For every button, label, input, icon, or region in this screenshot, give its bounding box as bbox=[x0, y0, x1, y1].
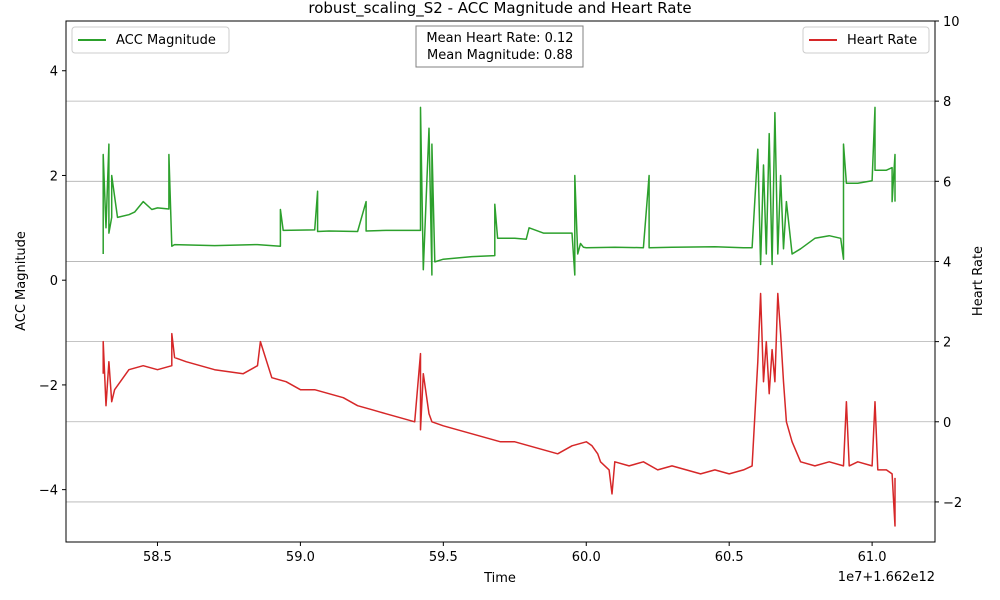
y-left-tick-label: 2 bbox=[50, 169, 58, 184]
y-right-tick-label: 8 bbox=[943, 95, 951, 110]
y-left-tick-label: 4 bbox=[50, 65, 58, 80]
x-tick-label: 58.5 bbox=[143, 550, 172, 565]
x-tick-label: 60.0 bbox=[572, 550, 601, 565]
y-right-tick-label: 0 bbox=[943, 416, 951, 431]
y-right-tick-label: 6 bbox=[943, 175, 951, 190]
legend-acc-box bbox=[71, 26, 230, 54]
x-axis-label: Time bbox=[483, 571, 516, 586]
x-tick-label: 59.0 bbox=[286, 550, 315, 565]
legend-hr-box bbox=[802, 26, 930, 54]
x-tick-label: 61.0 bbox=[858, 550, 887, 565]
legend-acc: ACC Magnitude bbox=[71, 26, 230, 54]
axes: 58.5 59.0 59.5 60.0 60.5 61.0 4 2 0 −2 −4 10 8 6 4 2 0 −2 bbox=[39, 15, 962, 565]
series-line-acc-magnitude bbox=[102, 106, 896, 276]
y-right-tick-label: 10 bbox=[943, 15, 960, 30]
series-line-heart-rate bbox=[102, 292, 896, 527]
y-left-tick-label: −2 bbox=[39, 379, 58, 394]
stats-annotation: Mean Heart Rate: 0.12 Mean Magnitude: 0.… bbox=[415, 25, 584, 68]
y-left-tick-label: −4 bbox=[39, 484, 58, 499]
grid-lines bbox=[66, 20, 935, 503]
stats-mean-magnitude: Mean Magnitude: 0.88 bbox=[427, 48, 573, 63]
legend-acc-label: ACC Magnitude bbox=[116, 33, 216, 48]
x-tick-label: 60.5 bbox=[715, 550, 744, 565]
y-right-tick-label: 2 bbox=[943, 336, 951, 351]
stats-mean-heart-rate: Mean Heart Rate: 0.12 bbox=[426, 31, 573, 46]
y-axis-label-right: Heart Rate bbox=[971, 246, 986, 316]
y-right-tick-label: −2 bbox=[943, 496, 962, 511]
legend-hr-label: Heart Rate bbox=[847, 33, 917, 48]
y-right-tick-label: 4 bbox=[943, 255, 951, 270]
x-offset-label: 1e7+1.662e12 bbox=[838, 570, 935, 585]
chart-title: robust_scaling_S2 - ACC Magnitude and He… bbox=[308, 0, 691, 18]
x-tick-label: 59.5 bbox=[429, 550, 458, 565]
stats-annotation-box bbox=[415, 25, 584, 68]
series-layer bbox=[102, 106, 896, 527]
plot-area-frame bbox=[65, 20, 936, 543]
y-axis-label-left: ACC Magnitude bbox=[14, 231, 29, 331]
legend-hr: Heart Rate bbox=[802, 26, 930, 54]
y-left-tick-label: 0 bbox=[50, 274, 58, 289]
